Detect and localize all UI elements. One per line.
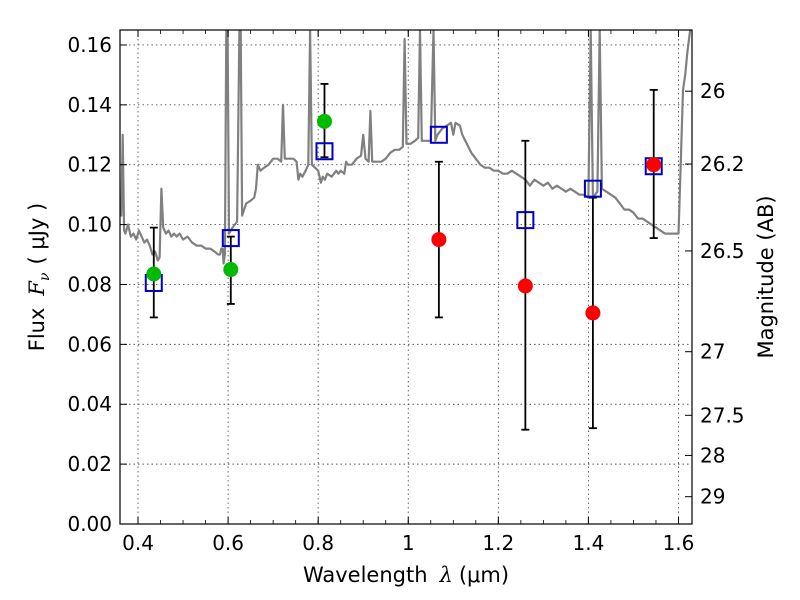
model-square-point	[429, 125, 448, 144]
y-tick-label: 0.16	[67, 33, 112, 57]
y2-axis-title: Magnitude (AB)	[754, 195, 778, 358]
y-tick-label: 0.04	[67, 392, 112, 416]
y-tick-label: 0.08	[67, 272, 112, 296]
x-tick-label: 0.8	[302, 531, 334, 555]
y2-tick-label: 26	[700, 79, 725, 103]
green-data-point	[316, 113, 332, 129]
template-spectrum	[120, 30, 692, 265]
y-axis-symbol: F	[25, 280, 49, 297]
x-axis-title: Wavelength λ (μm)	[303, 563, 509, 587]
x-axis-symbol: λ	[439, 563, 453, 587]
x-tick-label: 1.4	[573, 531, 605, 555]
x-tick-label: 1.6	[663, 531, 695, 555]
y-tick-label: 0.02	[67, 452, 112, 476]
green-data-point	[146, 266, 162, 282]
model-square-point	[221, 229, 240, 248]
y-tick-label: 0.10	[67, 213, 112, 237]
y2-tick-label: 26.2	[700, 152, 745, 176]
model-square-point	[315, 142, 334, 161]
y2-tick-label: 27	[700, 340, 725, 364]
x-axis-unit: (μm)	[459, 563, 509, 587]
y2-tick-label: 26.5	[700, 239, 745, 263]
red-data-point	[585, 305, 601, 321]
plot-frame	[119, 29, 693, 525]
y-tick-label: 0.12	[67, 153, 112, 177]
x-tick-label: 1	[402, 531, 415, 555]
data-markers	[144, 113, 663, 321]
y-axis-subscript: ν	[37, 272, 53, 281]
red-data-point	[517, 278, 533, 294]
x-axis-title-prefix: Wavelength	[303, 563, 428, 587]
model-square-point	[583, 179, 602, 198]
ticks: 0.4 0.6 0.8 1 1.2 1.4 1.6 0.00 0.02 0.04 0.06 0.08 0…	[67, 30, 745, 555]
y2-tick-label: 29	[700, 485, 725, 509]
green-data-point	[223, 262, 239, 278]
spectrum-line	[120, 30, 692, 265]
x-tick-label: 1.2	[482, 531, 514, 555]
y-tick-label: 0.06	[67, 332, 112, 356]
model-square-point	[516, 211, 535, 230]
y-tick-label: 0.00	[67, 512, 112, 536]
y-axis-unit: ( μJy )	[25, 203, 49, 265]
x-tick-label: 0.6	[212, 531, 244, 555]
y2-tick-label: 28	[700, 443, 725, 467]
red-data-point	[646, 157, 662, 173]
y-axis-title: Flux Fν ( μJy )	[25, 203, 53, 351]
y-tick-label: 0.14	[67, 93, 112, 117]
y2-tick-label: 27.5	[700, 403, 745, 427]
y-axis-title-prefix: Flux	[25, 308, 49, 352]
x-tick-label: 0.4	[122, 531, 154, 555]
red-data-point	[431, 232, 447, 248]
